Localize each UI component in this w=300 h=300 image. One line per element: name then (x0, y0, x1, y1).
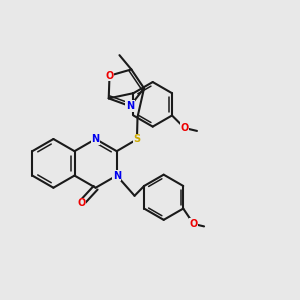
Text: N: N (92, 134, 100, 144)
Text: O: O (190, 219, 198, 229)
Text: O: O (105, 71, 114, 81)
Text: O: O (77, 198, 86, 208)
Text: O: O (180, 123, 189, 133)
Text: S: S (134, 134, 140, 144)
Text: N: N (113, 171, 121, 181)
Text: N: N (126, 101, 134, 111)
